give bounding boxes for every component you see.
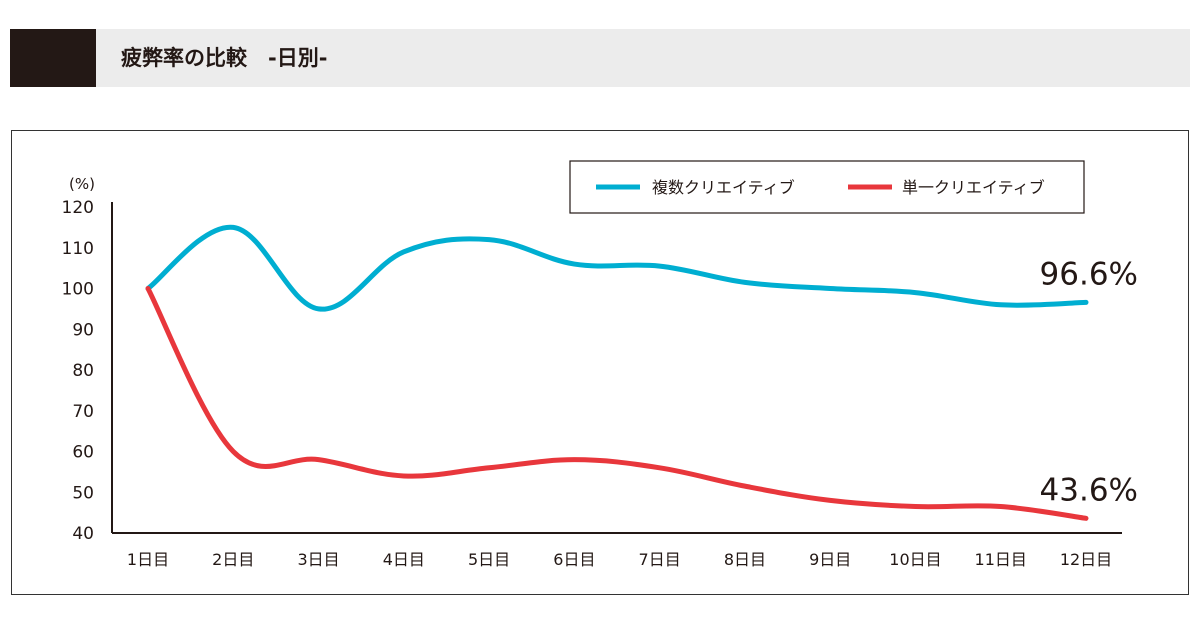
- series-line-single-creative: [145, 286, 1089, 521]
- x-tick-label: 3日目: [297, 550, 339, 569]
- y-tick-label: 100: [62, 280, 94, 300]
- legend-label-single-creative: 単一クリエイティブ: [902, 178, 1045, 197]
- series-end-labels: 96.6% 43.6%: [1040, 256, 1138, 508]
- page-title: 疲弊率の比較 -日別-: [121, 46, 328, 70]
- series-line-multiple-creatives: [145, 224, 1089, 312]
- x-tick-label: 11日目: [975, 550, 1027, 569]
- y-tick-label: 90: [72, 320, 94, 340]
- legend-label-multiple-creatives: 複数クリエイティブ: [652, 178, 795, 197]
- y-tick-label: 70: [72, 402, 94, 422]
- y-tick-label: 110: [62, 239, 94, 259]
- y-axis-unit-label: (%): [69, 175, 95, 193]
- end-value-label-single-creative: 43.6%: [1040, 472, 1138, 508]
- x-tick-label: 1日目: [127, 550, 169, 569]
- chart-frame: [11, 130, 1189, 595]
- x-tick-label: 8日目: [724, 550, 766, 569]
- x-tick-label: 6日目: [553, 550, 595, 569]
- y-tick-label: 80: [72, 361, 94, 381]
- y-tick-label: 120: [62, 198, 94, 218]
- x-tick-label: 5日目: [468, 550, 510, 569]
- x-tick-label: 9日目: [809, 550, 851, 569]
- x-tick-label: 12日目: [1060, 550, 1112, 569]
- y-tick-label: 40: [72, 524, 94, 544]
- x-tick-label: 4日目: [383, 550, 425, 569]
- y-tick-label: 50: [72, 483, 94, 503]
- title-accent-block: [10, 29, 96, 87]
- title-bar: [10, 29, 1190, 87]
- x-tick-label: 7日目: [639, 550, 681, 569]
- series-lines: [145, 224, 1089, 521]
- x-tick-label: 2日目: [212, 550, 254, 569]
- y-tick-label: 60: [72, 443, 94, 463]
- y-axis-ticks: 40 50 60 70 80 90 100 110 120: [62, 198, 94, 544]
- legend-box: [569, 160, 1085, 214]
- legend: 複数クリエイティブ 単一クリエイティブ: [569, 160, 1085, 214]
- x-axis-ticks: 1日目 2日目 3日目 4日目 5日目 6日目 7日目 8日目 9日目 10日目 11日目 12日目: [127, 550, 1112, 569]
- end-value-label-multiple-creatives: 96.6%: [1040, 256, 1138, 292]
- x-tick-label: 10日目: [889, 550, 941, 569]
